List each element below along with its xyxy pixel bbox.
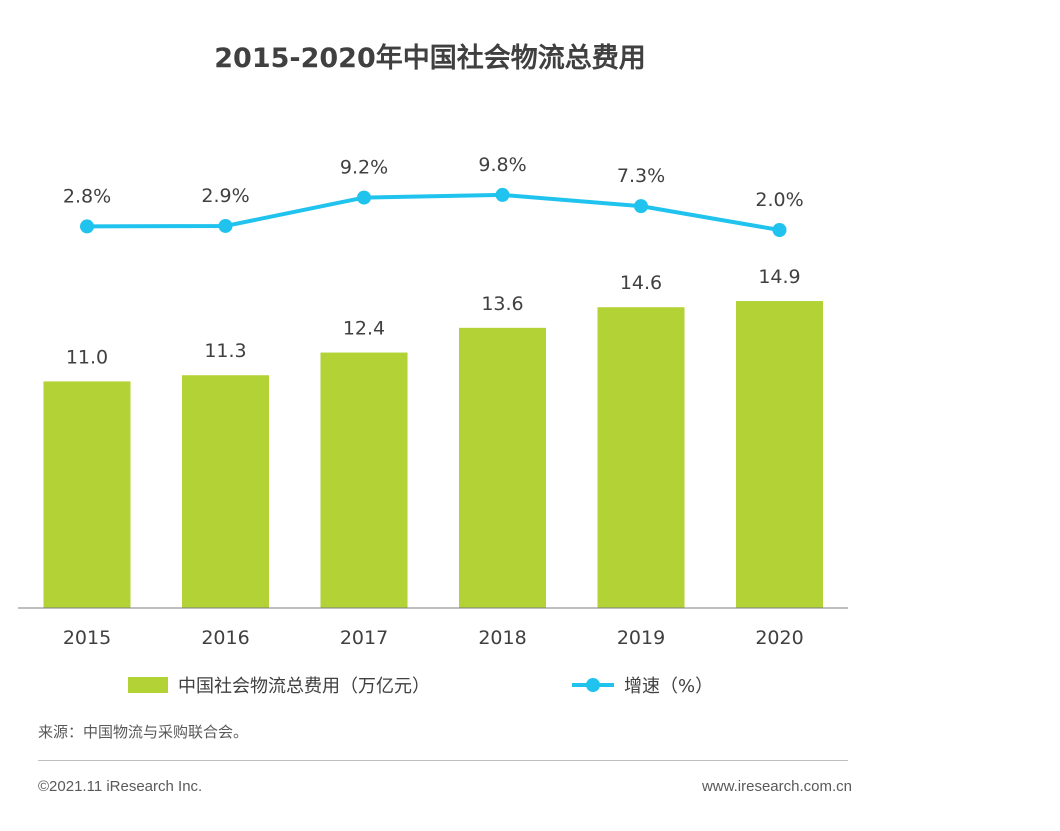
growth-label-2016: 2.9% [201,185,249,207]
x-tick-2015: 2015 [63,627,111,649]
legend-line-swatch [572,674,614,696]
x-axis-tick-labels: 2015 2016 2017 2018 2019 2020 [63,627,804,649]
bar-series: 11.0 11.3 12.4 13.6 14.6 14.9 [43,266,823,608]
bar-label-2019: 14.6 [620,272,662,294]
growth-label-2018: 9.8% [478,154,526,176]
legend-line-label: 增速（%） [624,676,714,697]
bar-2020 [736,301,823,608]
growth-label-2020: 2.0% [755,189,803,211]
copyright: ©2021.11 iResearch Inc. [38,778,203,795]
growth-point-2020 [772,223,787,237]
bar-label-2016: 11.3 [204,340,246,362]
chart-title: 2015-2020年中国社会物流总费用 [214,43,646,74]
x-tick-2018: 2018 [478,627,526,649]
growth-label-2017: 9.2% [340,157,388,179]
growth-point-2019 [634,199,648,214]
footer-divider [38,760,848,761]
growth-point-2017 [357,190,371,205]
bar-label-2018: 13.6 [481,293,523,315]
x-tick-2020: 2020 [755,627,803,649]
growth-point-2016 [218,218,233,233]
bar-2015 [43,381,131,608]
chart-canvas: 11.0 11.3 12.4 13.6 14.6 14.9 2.8% 2.9% 9.2% 9.8… [18,154,848,649]
legend-bar-label: 中国社会物流总费用（万亿元） [178,676,430,697]
growth-point-2018 [495,187,510,202]
bar-label-2017: 12.4 [343,318,385,340]
legend-bar-swatch [128,677,168,693]
source-note: 来源：中国物流与采购联合会。 [38,723,249,741]
x-tick-2017: 2017 [340,627,388,649]
website: www.iresearch.com.cn [701,778,852,795]
legend-bar: 中国社会物流总费用（万亿元） [128,672,430,698]
bar-label-2020: 14.9 [758,266,800,288]
x-tick-2019: 2019 [617,627,665,649]
bar-label-2015: 11.0 [66,346,108,368]
growth-label-2019: 7.3% [617,165,665,187]
bar-2017 [320,352,408,608]
growth-point-2015 [80,219,94,234]
bar-2018 [459,327,546,608]
bar-2016 [182,375,269,608]
growth-line [86,192,780,232]
legend-line: 增速（%） [572,672,713,698]
growth-label-2015: 2.8% [63,185,111,207]
x-tick-2016: 2016 [201,627,249,649]
bar-2019 [597,307,685,608]
growth-line-series: 2.8% 2.9% 9.2% 9.8% 7.3% 2.0% [63,154,804,237]
